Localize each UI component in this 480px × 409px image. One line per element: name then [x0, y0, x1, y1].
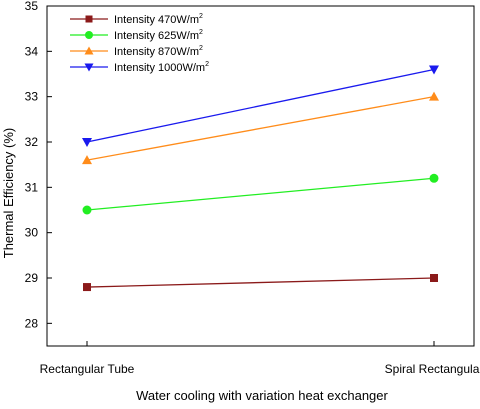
data-point — [429, 91, 439, 101]
y-tick-label: 35 — [25, 0, 39, 13]
data-point — [430, 274, 438, 282]
legend-label: Intensity 625W/m2 — [114, 29, 203, 42]
legend-item: Intensity 870W/m2 — [70, 45, 203, 58]
legend-label-superscript: 2 — [199, 13, 203, 20]
series-line-0 — [86, 277, 435, 288]
data-point — [429, 173, 439, 183]
y-tick-label: 33 — [25, 90, 39, 104]
y-tick-label: 30 — [25, 226, 39, 240]
x-axis-title: Water cooling with variation heat exchan… — [136, 388, 388, 403]
legend-item: Intensity 470W/m2 — [70, 13, 203, 26]
legend-label-superscript: 2 — [205, 61, 209, 68]
legend-marker — [84, 46, 94, 55]
legend-item: Intensity 625W/m2 — [70, 29, 203, 42]
legend-marker — [84, 63, 94, 72]
legend-label: Intensity 1000W/m2 — [114, 61, 209, 74]
y-tick-label: 31 — [25, 180, 39, 194]
legend-label-text: Intensity 470W/m — [114, 14, 199, 26]
legend-item: Intensity 1000W/m2 — [70, 61, 209, 74]
y-tick-label: 29 — [25, 271, 39, 285]
legend-marker — [85, 31, 93, 39]
legend-marker — [85, 15, 93, 23]
y-tick-label: 28 — [25, 316, 39, 330]
legend-label: Intensity 870W/m2 — [114, 45, 203, 58]
legend-label-text: Intensity 625W/m — [114, 30, 199, 42]
legend-label-superscript: 2 — [199, 45, 203, 52]
legend-label-text: Intensity 870W/m — [114, 46, 199, 58]
legend-label-superscript: 2 — [199, 29, 203, 36]
data-point — [429, 65, 439, 75]
plot-area — [46, 5, 475, 347]
data-point — [82, 138, 92, 147]
y-tick-label: 32 — [25, 135, 39, 149]
series-line-1 — [86, 177, 435, 211]
data-point — [82, 155, 92, 165]
series-line-2 — [86, 96, 435, 161]
y-tick-label: 34 — [25, 44, 39, 58]
x-tick-label: Rectangular Tube — [40, 362, 135, 376]
data-point — [82, 205, 92, 215]
data-point — [83, 283, 91, 292]
y-axis-title: Thermal Efficiency (%) — [1, 128, 16, 259]
series-line-3 — [86, 68, 435, 143]
x-tick-label: Spiral Rectangular — [385, 362, 480, 376]
legend-label: Intensity 470W/m2 — [114, 13, 203, 26]
legend-label-text: Intensity 1000W/m — [114, 62, 205, 74]
